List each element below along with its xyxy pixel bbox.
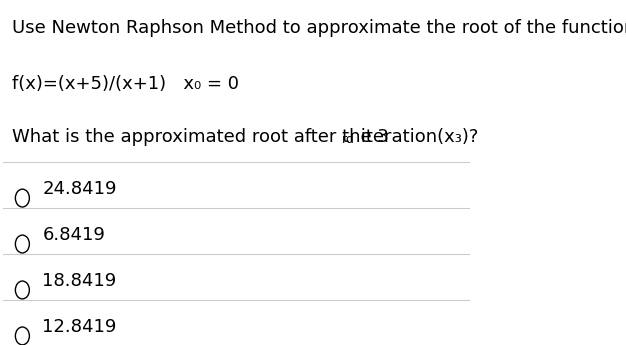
Text: rd: rd	[342, 134, 355, 146]
Text: 6.8419: 6.8419	[43, 226, 105, 244]
Text: iteration(x₃)?: iteration(x₃)?	[355, 128, 478, 146]
Text: Use Newton Raphson Method to approximate the root of the function:: Use Newton Raphson Method to approximate…	[12, 19, 626, 37]
Text: What is the approximated root after the 3: What is the approximated root after the …	[12, 128, 389, 146]
Text: 24.8419: 24.8419	[43, 180, 117, 198]
Text: f(x)=(x+5)/(x+1)   x₀ = 0: f(x)=(x+5)/(x+1) x₀ = 0	[12, 75, 239, 93]
Text: 18.8419: 18.8419	[43, 272, 116, 290]
Text: 12.8419: 12.8419	[43, 318, 117, 336]
